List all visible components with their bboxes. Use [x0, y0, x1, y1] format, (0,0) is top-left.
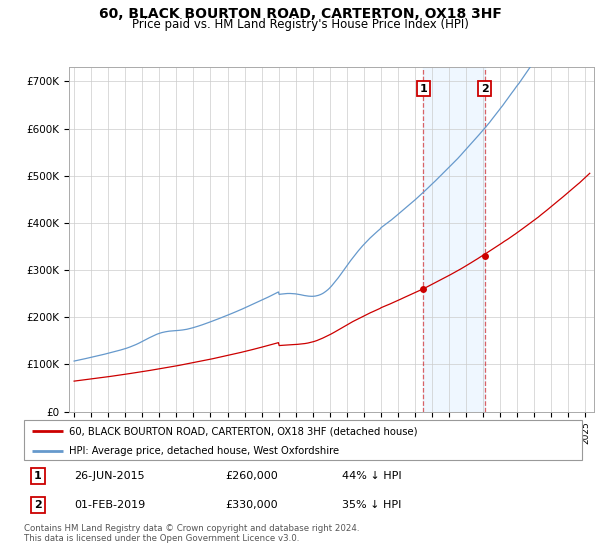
Text: 01-FEB-2019: 01-FEB-2019 [74, 500, 145, 510]
Bar [424, 67, 485, 412]
Text: 60, BLACK BOURTON ROAD, CARTERTON, OX18 3HF: 60, BLACK BOURTON ROAD, CARTERTON, OX18 … [98, 7, 502, 21]
Text: 1: 1 [419, 83, 427, 94]
Text: 44% ↓ HPI: 44% ↓ HPI [342, 471, 401, 481]
Text: 60, BLACK BOURTON ROAD, CARTERTON, OX18 3HF (detached house): 60, BLACK BOURTON ROAD, CARTERTON, OX18 … [68, 426, 417, 436]
Text: Price paid vs. HM Land Registry's House Price Index (HPI): Price paid vs. HM Land Registry's House … [131, 18, 469, 31]
Text: £260,000: £260,000 [225, 471, 278, 481]
Text: 2: 2 [481, 83, 488, 94]
Text: 1: 1 [34, 471, 42, 481]
Text: 2: 2 [34, 500, 42, 510]
Text: £330,000: £330,000 [225, 500, 278, 510]
Text: 26-JUN-2015: 26-JUN-2015 [74, 471, 145, 481]
Text: Contains HM Land Registry data © Crown copyright and database right 2024.
This d: Contains HM Land Registry data © Crown c… [24, 524, 359, 543]
Text: 35% ↓ HPI: 35% ↓ HPI [342, 500, 401, 510]
Text: HPI: Average price, detached house, West Oxfordshire: HPI: Average price, detached house, West… [68, 446, 339, 456]
